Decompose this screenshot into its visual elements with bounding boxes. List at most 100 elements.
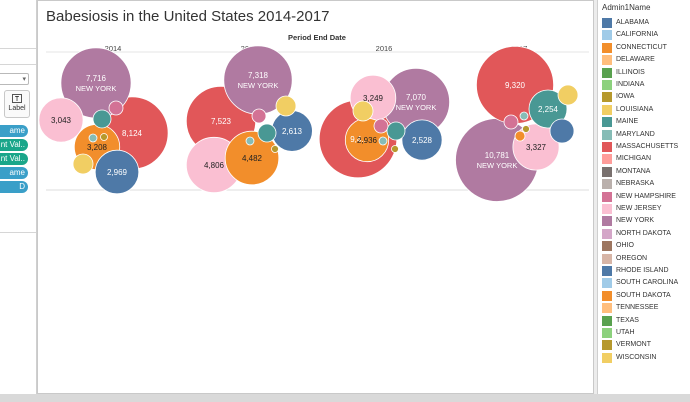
bubble-connecticut[interactable] bbox=[514, 130, 526, 142]
legend-item[interactable]: NEBRASKA bbox=[602, 178, 690, 190]
bubble-new-jersey[interactable] bbox=[38, 97, 84, 143]
bubble-new-hampshire[interactable] bbox=[108, 100, 124, 116]
legend-label: VERMONT bbox=[616, 341, 651, 349]
legend-item[interactable]: WISCONSIN bbox=[602, 352, 690, 364]
data-label: 7,716 bbox=[86, 74, 107, 83]
legend-label: MICHIGAN bbox=[616, 155, 651, 163]
data-label: 3,208 bbox=[87, 143, 108, 152]
legend-label: WISCONSIN bbox=[616, 353, 657, 361]
bubble-maryland[interactable] bbox=[88, 133, 98, 143]
bubble-wisconsin[interactable] bbox=[275, 95, 297, 117]
bubble-maryland[interactable] bbox=[378, 136, 388, 146]
legend-swatch bbox=[602, 241, 612, 252]
data-label: 10,781 bbox=[485, 151, 510, 160]
legend-swatch bbox=[602, 278, 612, 289]
bubble-vermont[interactable] bbox=[522, 125, 530, 133]
bubble-new-hampshire[interactable] bbox=[503, 114, 519, 130]
bubble-maryland[interactable] bbox=[519, 111, 529, 121]
legend-item[interactable]: ILLINOIS bbox=[602, 67, 690, 79]
legend-item[interactable]: MARYLAND bbox=[602, 129, 690, 141]
data-label: 3,043 bbox=[51, 116, 72, 125]
bubble-maine[interactable] bbox=[528, 89, 568, 129]
field-pill[interactable]: nt Val.. bbox=[0, 139, 28, 151]
bubble-maine[interactable] bbox=[386, 121, 406, 141]
legend-swatch bbox=[602, 216, 612, 227]
legend-item[interactable]: TEXAS bbox=[602, 315, 690, 327]
data-label: 4,482 bbox=[242, 154, 263, 163]
page-title: Babesiosis in the United States 2014-201… bbox=[46, 8, 330, 25]
field-pill[interactable]: ame bbox=[0, 125, 28, 137]
data-label: 9,320 bbox=[505, 81, 526, 90]
bubble-maine[interactable] bbox=[257, 123, 277, 143]
legend-swatch bbox=[602, 129, 612, 140]
legend-item[interactable]: MONTANA bbox=[602, 166, 690, 178]
data-label: 7,318 bbox=[248, 71, 269, 80]
legend-item[interactable]: VERMONT bbox=[602, 339, 690, 351]
legend-swatch bbox=[602, 352, 612, 363]
legend-swatch bbox=[602, 55, 612, 66]
label-button[interactable]: T Label bbox=[4, 90, 30, 118]
legend-item[interactable]: RHODE ISLAND bbox=[602, 265, 690, 277]
status-bar bbox=[0, 394, 690, 402]
field-pill[interactable]: nt Val.. bbox=[0, 153, 28, 165]
legend-item[interactable]: NEW YORK bbox=[602, 215, 690, 227]
legend-item[interactable]: NEW JERSEY bbox=[602, 203, 690, 215]
bubble-new-hampshire[interactable] bbox=[251, 108, 267, 124]
legend-label: TEXAS bbox=[616, 316, 639, 324]
legend-item[interactable]: OHIO bbox=[602, 240, 690, 252]
legend-item[interactable]: SOUTH DAKOTA bbox=[602, 290, 690, 302]
legend-label: OHIO bbox=[616, 242, 634, 250]
bubble-wisconsin[interactable] bbox=[72, 153, 94, 175]
bubble-vermont[interactable] bbox=[271, 145, 279, 153]
legend-swatch bbox=[602, 340, 612, 351]
legend-swatch bbox=[602, 204, 612, 214]
bubble-rhode-island[interactable] bbox=[94, 149, 140, 195]
legend-item[interactable]: IOWA bbox=[602, 91, 690, 103]
legend-item[interactable]: ALABAMA bbox=[602, 17, 690, 29]
bubble-rhode-island[interactable] bbox=[549, 118, 575, 144]
bubble-vermont[interactable] bbox=[100, 133, 108, 141]
data-sublabel: NEW YORK bbox=[76, 84, 117, 93]
legend-swatch bbox=[602, 228, 612, 239]
legend-label: MASSACHUSETTS bbox=[616, 143, 679, 150]
bubble-vermont[interactable] bbox=[391, 145, 399, 153]
panel-divider bbox=[0, 48, 36, 49]
legend-item[interactable]: NEW HAMPSHIRE bbox=[602, 191, 690, 203]
legend-item[interactable]: DELAWARE bbox=[602, 54, 690, 66]
legend-swatch bbox=[602, 328, 612, 338]
data-label: 8,124 bbox=[122, 129, 143, 138]
legend-item[interactable]: LOUISIANA bbox=[602, 104, 690, 116]
legend-item[interactable]: TENNESSEE bbox=[602, 302, 690, 314]
data-label: 2,528 bbox=[412, 136, 433, 145]
legend-label: MONTANA bbox=[616, 167, 651, 175]
legend-item[interactable]: MAINE bbox=[602, 116, 690, 128]
bubble-new-hampshire[interactable] bbox=[373, 118, 389, 134]
legend-item[interactable]: MICHIGAN bbox=[602, 153, 690, 165]
legend-item[interactable]: MASSACHUSETTS bbox=[602, 141, 690, 153]
bubble-rhode-island[interactable] bbox=[401, 119, 443, 161]
data-label: 9,4.. bbox=[350, 135, 366, 144]
legend-swatch bbox=[602, 18, 612, 28]
bubble-wisconsin[interactable] bbox=[557, 84, 579, 106]
legend-item[interactable]: CONNECTICUT bbox=[602, 42, 690, 54]
legend-item[interactable]: NORTH DAKOTA bbox=[602, 228, 690, 240]
legend-item[interactable]: UTAH bbox=[602, 327, 690, 339]
legend-swatch bbox=[602, 191, 612, 202]
legend-item[interactable]: CALIFORNIA bbox=[602, 29, 690, 41]
panel-divider bbox=[0, 64, 36, 65]
legend-swatch bbox=[602, 303, 612, 314]
bubble-wisconsin[interactable] bbox=[352, 100, 374, 122]
field-pill[interactable]: ame bbox=[0, 167, 28, 179]
legend-label: IOWA bbox=[616, 93, 635, 101]
mark-type-dropdown[interactable]: ▾ bbox=[0, 73, 29, 85]
bubble-maine[interactable] bbox=[92, 109, 112, 129]
legend-item[interactable]: SOUTH CAROLINA bbox=[602, 277, 690, 289]
bubble-connecticut[interactable] bbox=[224, 130, 280, 186]
label-icon: T bbox=[12, 94, 22, 103]
legend-item[interactable]: OREGON bbox=[602, 253, 690, 265]
legend-label: MAINE bbox=[616, 118, 639, 126]
bubble-maryland[interactable] bbox=[245, 136, 255, 146]
legend-label: ALABAMA bbox=[616, 19, 650, 26]
field-pill[interactable]: D bbox=[0, 181, 28, 193]
legend-item[interactable]: INDIANA bbox=[602, 79, 690, 91]
